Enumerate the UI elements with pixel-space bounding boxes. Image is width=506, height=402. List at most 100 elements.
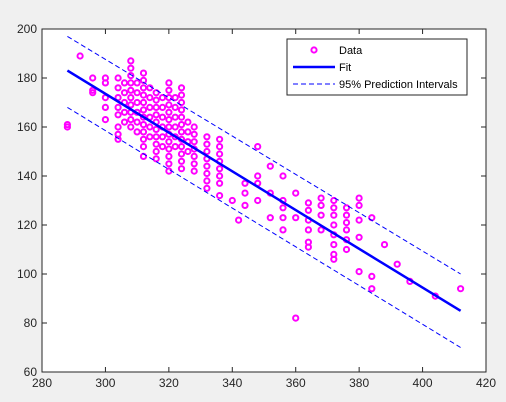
x-tick-label: 320 bbox=[159, 376, 179, 390]
legend-label: Data bbox=[339, 45, 363, 57]
data-point bbox=[146, 133, 154, 141]
data-point bbox=[279, 214, 287, 222]
data-point bbox=[152, 96, 160, 104]
data-point bbox=[165, 79, 173, 87]
data-point bbox=[146, 123, 154, 131]
data-point bbox=[393, 260, 401, 268]
data-point bbox=[190, 152, 198, 160]
data-point bbox=[146, 103, 154, 112]
data-point bbox=[114, 74, 122, 82]
data-point bbox=[177, 121, 186, 129]
data-point bbox=[120, 108, 129, 116]
data-point bbox=[139, 128, 148, 136]
x-tick-label: 400 bbox=[413, 376, 433, 390]
data-point bbox=[165, 101, 173, 109]
data-point bbox=[171, 94, 179, 102]
data-point bbox=[101, 103, 110, 112]
data-point bbox=[177, 106, 186, 114]
x-tick-label: 280 bbox=[32, 376, 52, 390]
data-point bbox=[266, 214, 274, 222]
axes-frame bbox=[41, 28, 487, 373]
data-point bbox=[342, 211, 351, 219]
data-point bbox=[177, 143, 186, 151]
data-point bbox=[203, 147, 211, 156]
data-point bbox=[342, 204, 351, 212]
data-point bbox=[152, 133, 160, 141]
data-point bbox=[152, 111, 160, 119]
data-point bbox=[139, 69, 148, 77]
data-point bbox=[330, 211, 338, 219]
data-point bbox=[241, 179, 249, 187]
y-tick-label: 180 bbox=[17, 71, 37, 85]
data-point bbox=[133, 98, 141, 107]
data-point bbox=[216, 150, 224, 158]
data-point bbox=[216, 165, 224, 173]
x-axis: 280 300 320 340 360 380 400 420 bbox=[32, 29, 496, 390]
data-point bbox=[114, 135, 122, 143]
legend-marker-data bbox=[310, 46, 318, 54]
data-point bbox=[127, 64, 135, 72]
data-point bbox=[171, 113, 179, 121]
data-point bbox=[355, 268, 363, 276]
data-point bbox=[139, 106, 148, 114]
data-point bbox=[184, 147, 192, 156]
data-point bbox=[317, 194, 325, 202]
data-point bbox=[355, 216, 363, 224]
data-point bbox=[152, 89, 160, 97]
data-point bbox=[203, 162, 211, 170]
data-point bbox=[89, 89, 97, 97]
data-point bbox=[127, 72, 135, 80]
data-point bbox=[279, 204, 287, 212]
data-point bbox=[342, 219, 351, 227]
data-point bbox=[304, 199, 312, 207]
data-point bbox=[342, 226, 351, 234]
data-point bbox=[158, 113, 167, 121]
data-point bbox=[165, 138, 173, 146]
data-point bbox=[330, 196, 338, 205]
x-tick-label: 340 bbox=[222, 376, 242, 390]
data-point bbox=[165, 160, 173, 168]
data-point bbox=[317, 226, 325, 234]
data-point bbox=[190, 167, 198, 175]
data-point bbox=[165, 123, 173, 131]
data-point bbox=[177, 165, 186, 173]
data-point bbox=[152, 140, 160, 148]
data-point bbox=[177, 113, 186, 121]
data-point bbox=[165, 116, 173, 124]
x-tick-label: 300 bbox=[95, 376, 115, 390]
data-point bbox=[304, 226, 312, 234]
data-point bbox=[114, 103, 122, 112]
data-point bbox=[317, 201, 325, 209]
data-point bbox=[216, 135, 224, 143]
data-point bbox=[177, 98, 186, 107]
legend-label: 95% Prediction Intervals bbox=[339, 79, 458, 91]
data-point bbox=[177, 84, 186, 92]
data-point bbox=[152, 147, 160, 156]
data-point bbox=[330, 221, 338, 229]
data-point bbox=[292, 314, 300, 322]
data-point bbox=[203, 169, 211, 178]
data-point bbox=[139, 98, 148, 107]
data-point bbox=[177, 128, 186, 136]
data-point bbox=[165, 108, 173, 116]
y-tick-label: 60 bbox=[24, 365, 38, 379]
data-point bbox=[457, 285, 465, 293]
data-point bbox=[139, 113, 148, 121]
data-point bbox=[254, 172, 262, 180]
data-point bbox=[152, 155, 160, 163]
data-point bbox=[127, 123, 135, 131]
data-point bbox=[165, 145, 173, 153]
data-point bbox=[101, 116, 110, 124]
data-point bbox=[330, 204, 338, 212]
data-point bbox=[190, 138, 198, 146]
data-point bbox=[127, 101, 135, 109]
data-point bbox=[304, 206, 312, 214]
data-point bbox=[120, 89, 129, 97]
data-point bbox=[342, 245, 351, 254]
data-point bbox=[120, 79, 129, 87]
data-point bbox=[292, 189, 300, 197]
data-point bbox=[171, 123, 179, 131]
y-tick-label: 100 bbox=[17, 267, 37, 281]
data-point bbox=[190, 130, 198, 138]
